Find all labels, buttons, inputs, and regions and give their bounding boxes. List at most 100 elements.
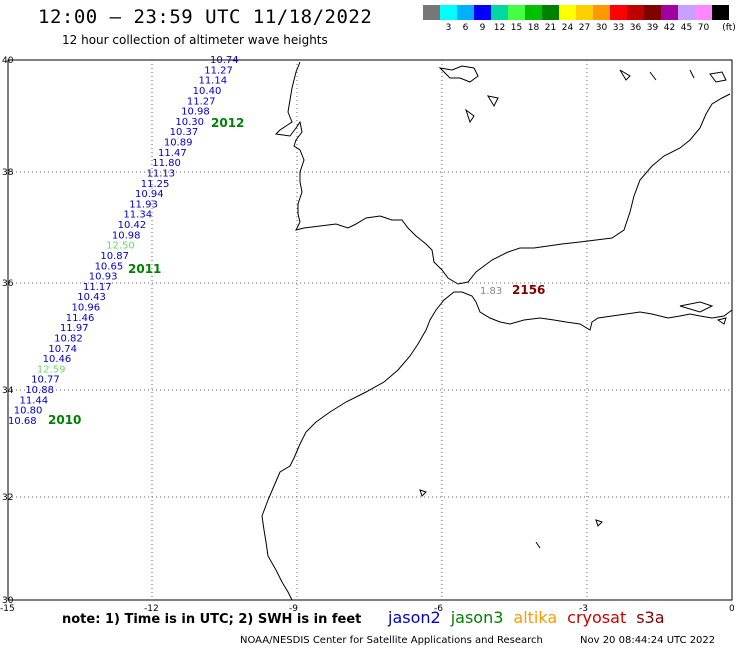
graticule (8, 60, 732, 600)
lon-tick-label: -9 (289, 604, 298, 614)
scale-label: 18 (527, 23, 540, 33)
scale-swatch (661, 5, 678, 20)
scale-swatch (491, 5, 508, 20)
scale-label: 45 (680, 23, 693, 33)
track-value-label: 10.82 (54, 333, 83, 344)
lon-tick-labels: -15 -12 -9 -6 -3 0 (0, 604, 735, 614)
scale-swatch (712, 5, 729, 20)
track-value-label: 11.80 (152, 158, 181, 169)
track-value-label: 11.93 (129, 199, 158, 210)
legend-satellite-name: altika (513, 608, 558, 627)
jason2-track-times: 2012 2011 2010 (48, 116, 244, 427)
track-value-label: 11.25 (141, 179, 170, 190)
track-value-label: 10.43 (77, 292, 106, 303)
track-value-label: 10.93 (89, 272, 118, 283)
legend-satellite-name: jason3 (450, 608, 504, 627)
footer-note: note: 1) Time is in UTC; 2) SWH is in fe… (62, 612, 362, 627)
scale-swatch (644, 5, 661, 20)
east-track-value: 1.83 (480, 286, 502, 297)
east-track-time: 2156 (512, 283, 545, 297)
track-value-label: 10.80 (14, 406, 43, 417)
track-value-label: 11.44 (20, 395, 49, 406)
satellite-legend: jason2 jason3 altika cryosat s3a (388, 608, 675, 627)
lat-tick-label: 38 (2, 168, 14, 178)
lat-tick-label: 34 (2, 386, 14, 396)
scale-label: 42 (663, 23, 676, 33)
track-value-label: 11.14 (198, 76, 227, 87)
track-value-label: 10.42 (118, 220, 147, 231)
track-value-label: 10.77 (31, 375, 60, 386)
lon-tick-label: -12 (144, 604, 159, 614)
scale-swatch (610, 5, 627, 20)
credit-text: NOAA/NESDIS Center for Satellite Applica… (240, 635, 543, 646)
track-value-label: 10.74 (48, 344, 77, 355)
lon-tick-label: -3 (579, 604, 588, 614)
track-value-label: 10.87 (100, 251, 129, 262)
scale-label: 70 (697, 23, 710, 33)
track-value-label: 10.74 (210, 55, 239, 66)
track-value-label: 10.96 (71, 303, 100, 314)
track-value-label: 11.34 (123, 210, 152, 221)
scale-label: 12 (493, 23, 506, 33)
scale-swatch (508, 5, 525, 20)
track-value-label: 10.98 (181, 107, 210, 118)
page-title: 12:00 – 23:59 UTC 11/18/2022 (38, 6, 373, 28)
lat-tick-label: 30 (2, 596, 14, 606)
track-value-label: 11.27 (204, 65, 233, 76)
scale-label: 36 (629, 23, 642, 33)
track-value-label: 10.40 (193, 86, 222, 97)
lat-tick-label: 40 (2, 56, 14, 66)
track-time-label: 2010 (48, 413, 81, 427)
track-value-label: 10.65 (95, 261, 124, 272)
track-value-label: 11.46 (66, 313, 95, 324)
track-value-label: 12.59 (37, 364, 66, 375)
timestamp: Nov 20 08:44:24 UTC 2022 (580, 635, 716, 646)
scale-swatch (457, 5, 474, 20)
scale-label: 9 (479, 23, 486, 33)
scale-swatch (440, 5, 457, 20)
lat-tick-label: 36 (2, 279, 14, 289)
scale-swatch (423, 5, 440, 20)
track-value-label: 11.47 (158, 148, 187, 159)
track-value-label: 12.50 (106, 241, 135, 252)
legend-satellite-name: s3a (636, 608, 665, 627)
legend-satellite-name: cryosat (567, 608, 627, 627)
scale-unit: (ft) (722, 23, 736, 33)
scale-swatch (627, 5, 644, 20)
track-value-label: 10.30 (175, 117, 204, 128)
jason2-track-values: 10.7411.2711.1410.4011.2710.9810.3010.37… (8, 55, 239, 427)
scale-label: 39 (646, 23, 659, 33)
track-time-label: 2011 (128, 262, 161, 276)
track-value-label: 10.46 (43, 354, 72, 365)
track-value-label: 10.37 (170, 127, 199, 138)
track-time-label: 2012 (211, 116, 244, 130)
track-value-label: 10.89 (164, 138, 193, 149)
scale-swatch (525, 5, 542, 20)
scale-label: 27 (578, 23, 591, 33)
scale-swatch (576, 5, 593, 20)
scale-swatch (559, 5, 576, 20)
coastline (261, 61, 733, 601)
scale-label: 30 (595, 23, 608, 33)
scale-label: 6 (462, 23, 469, 33)
track-value-label: 10.94 (135, 189, 164, 200)
scale-label: 15 (510, 23, 523, 33)
scale-label: 21 (544, 23, 557, 33)
lon-tick-label: -15 (0, 604, 15, 614)
page-subtitle: 12 hour collection of altimeter wave hei… (62, 33, 328, 47)
track-value-label: 10.98 (112, 230, 141, 241)
lon-tick-label: 0 (729, 604, 735, 614)
lat-tick-label: 32 (2, 493, 13, 503)
track-value-label: 11.13 (147, 168, 176, 179)
scale-swatch (542, 5, 559, 20)
track-value-label: 11.17 (83, 282, 112, 293)
scale-label: 3 (445, 23, 452, 33)
track-value-label: 10.88 (25, 385, 54, 396)
scale-swatch (695, 5, 712, 20)
track-value-label: 10.68 (8, 416, 37, 427)
scale-label: 33 (612, 23, 625, 33)
lat-tick-labels: 40 38 36 34 32 30 (2, 56, 14, 606)
map-frame (7, 59, 733, 601)
